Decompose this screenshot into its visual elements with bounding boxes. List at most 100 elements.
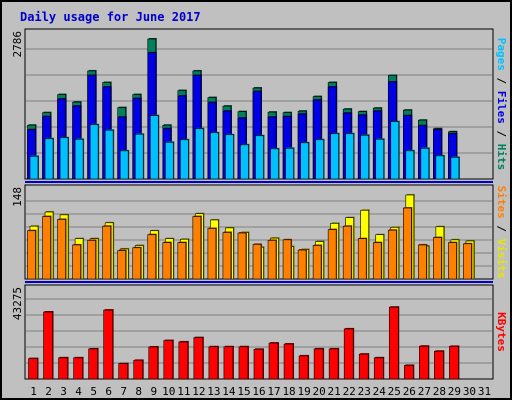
x-tick-label-day-17: 17: [267, 385, 280, 398]
x-tick-label-day-10: 10: [162, 385, 175, 398]
bar-pages-day-13: [210, 132, 219, 180]
x-tick-label-day-29: 29: [448, 385, 461, 398]
x-tick-label-day-8: 8: [135, 385, 142, 398]
chart-title: Daily usage for June 2017: [20, 10, 201, 24]
bar-pages-day-20: [315, 139, 324, 180]
bar-kbytes-day-22: [343, 328, 354, 380]
bar-sites-day-17: [267, 240, 277, 280]
bar-sites-day-4: [72, 244, 81, 280]
bar-sites-day-5: [87, 240, 96, 280]
bar-sites-day-12: [192, 216, 202, 280]
x-tick-label-day-20: 20: [313, 385, 326, 398]
bar-sites-day-26: [403, 207, 412, 280]
bar-kbytes-day-4: [73, 357, 83, 380]
bar-kbytes-day-29: [449, 346, 459, 380]
bar-sites-day-6: [102, 225, 111, 280]
bar-sites-day-9: [147, 234, 157, 280]
x-tick-label-day-7: 7: [120, 385, 127, 398]
bar-pages-day-16: [255, 135, 264, 180]
x-tick-label-day-22: 22: [343, 385, 356, 398]
bar-pages-day-28: [435, 155, 445, 180]
x-tick-label-day-24: 24: [373, 385, 387, 398]
bar-kbytes-day-18: [283, 343, 294, 380]
side-label-middle-sites: Sites: [495, 186, 508, 219]
ymax-label-panel-2: 148: [11, 187, 24, 207]
bar-sites-day-13: [207, 228, 217, 280]
bar-sites-day-25: [387, 229, 397, 280]
bar-kbytes-day-5: [88, 348, 98, 380]
x-tick-label-day-9: 9: [150, 385, 157, 398]
bar-sites-day-23: [357, 238, 367, 280]
bar-sites-day-18: [282, 239, 292, 280]
bar-sites-day-30: [463, 243, 472, 280]
bar-sites-day-1: [27, 230, 36, 280]
bar-kbytes-day-27: [419, 345, 429, 380]
x-tick-label-day-30: 30: [463, 385, 476, 398]
x-tick-label-day-26: 26: [403, 385, 416, 398]
bar-kbytes-day-28: [434, 350, 444, 380]
x-tick-label-day-19: 19: [297, 385, 310, 398]
bar-pages-day-2: [44, 138, 54, 180]
bar-pages-day-9: [149, 115, 159, 180]
side-label-bottom-kbytes: KBytes: [495, 312, 508, 352]
bar-kbytes-day-21: [328, 348, 339, 380]
bar-kbytes-day-11: [178, 341, 189, 380]
bar-pages-day-6: [104, 129, 114, 180]
ymax-label-panel-3: 43275: [11, 287, 24, 320]
bar-sites-day-24: [372, 242, 382, 280]
bar-pages-day-29: [450, 157, 460, 180]
side-label-top: Pages / Files / Hits: [495, 38, 508, 171]
bar-pages-day-27: [420, 148, 430, 180]
side-label-top-files: Files: [495, 91, 508, 124]
bar-kbytes-day-23: [358, 353, 369, 380]
bar-pages-day-5: [89, 124, 99, 180]
bar-sites-day-3: [57, 219, 66, 280]
bar-pages-day-26: [405, 150, 415, 180]
bar-sites-day-20: [312, 245, 322, 280]
bar-kbytes-day-3: [58, 357, 68, 380]
side-label-middle: Sites / Visits: [495, 186, 508, 279]
x-tick-label-day-6: 6: [105, 385, 112, 398]
side-label-middle-visits: Visits: [495, 239, 508, 279]
bar-sites-day-27: [418, 244, 427, 280]
side-label-top-separator: /: [495, 124, 508, 144]
bar-pages-day-7: [119, 150, 129, 180]
bar-pages-day-12: [195, 128, 204, 180]
bar-kbytes-day-6: [103, 309, 113, 380]
side-label-top-pages: Pages: [495, 38, 508, 71]
bar-sites-day-22: [342, 225, 352, 280]
bar-kbytes-day-14: [223, 346, 234, 380]
x-tick-label-day-11: 11: [177, 385, 190, 398]
bar-kbytes-day-19: [298, 355, 309, 380]
bar-pages-day-3: [59, 137, 69, 180]
x-tick-label-day-28: 28: [433, 385, 446, 398]
bar-pages-day-22: [345, 133, 354, 180]
bar-kbytes-day-8: [133, 360, 144, 380]
bar-pages-day-10: [164, 142, 174, 180]
bar-kbytes-day-10: [163, 340, 174, 380]
bar-kbytes-day-1: [28, 358, 38, 380]
bar-pages-day-25: [390, 121, 400, 180]
bar-pages-day-15: [240, 144, 249, 180]
bar-sites-day-29: [448, 242, 457, 280]
bar-sites-day-8: [132, 247, 142, 280]
bar-sites-day-2: [42, 216, 51, 280]
bar-kbytes-day-20: [313, 348, 324, 380]
bar-kbytes-day-17: [268, 342, 279, 380]
bar-kbytes-day-26: [404, 365, 414, 380]
bar-pages-day-8: [134, 133, 144, 180]
bar-kbytes-day-2: [43, 311, 53, 380]
x-tick-label-day-18: 18: [282, 385, 295, 398]
x-tick-label-day-12: 12: [192, 385, 205, 398]
bar-sites-day-14: [222, 232, 232, 280]
bar-sites-day-28: [433, 237, 442, 280]
side-label-bottom: KBytes: [495, 312, 508, 352]
bar-sites-day-10: [162, 242, 172, 280]
bar-sites-day-7: [117, 250, 126, 280]
x-tick-label-day-5: 5: [90, 385, 97, 398]
x-tick-label-day-25: 25: [388, 385, 401, 398]
x-tick-label-day-14: 14: [222, 385, 236, 398]
bar-pages-day-14: [225, 134, 234, 180]
